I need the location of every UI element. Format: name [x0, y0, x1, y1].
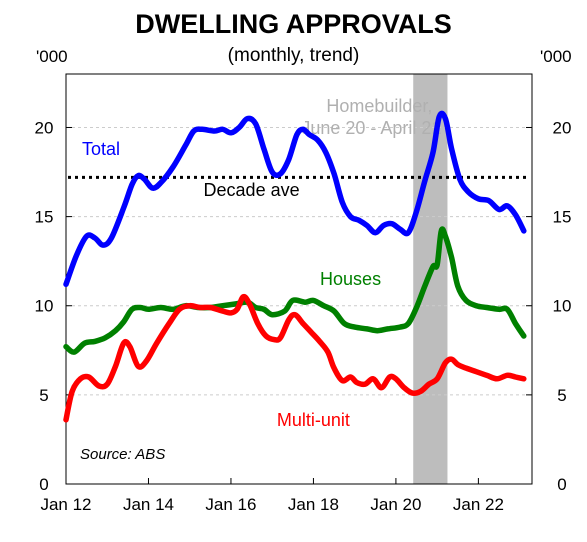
left-tick-label-15: 15 [35, 208, 54, 227]
left-tick-label-0: 0 [39, 475, 48, 494]
right-tick-label-5: 5 [557, 386, 566, 405]
series-label-total: Total [82, 139, 120, 159]
right-tick-label-20: 20 [553, 118, 572, 137]
left-axis-unit: '000 [36, 47, 68, 66]
chart-title: DWELLING APPROVALS [135, 9, 452, 39]
x-tick-label-3: Jan 18 [288, 495, 339, 514]
series-label-houses: Houses [320, 269, 381, 289]
left-tick-label-10: 10 [35, 297, 54, 316]
series-label-multi-unit: Multi-unit [277, 410, 350, 430]
source-note: Source: ABS [80, 446, 165, 463]
left-tick-label-20: 20 [35, 118, 54, 137]
homebuilder-label-line2: June 20 - April 21 [301, 118, 441, 138]
x-tick-label-2: Jan 16 [205, 495, 256, 514]
series-line-total [63, 110, 527, 288]
right-tick-label-10: 10 [553, 297, 572, 316]
x-tick-label-1: Jan 14 [123, 495, 174, 514]
left-tick-label-5: 5 [39, 386, 48, 405]
x-tick-label-4: Jan 20 [370, 495, 421, 514]
series-line-multi-unit [63, 293, 527, 423]
chart-subtitle: (monthly, trend) [228, 45, 360, 66]
series-line-houses [63, 226, 527, 355]
decade-average-label: Decade ave [204, 180, 300, 200]
homebuilder-label-line1: Homebuilder, [326, 96, 432, 116]
x-tick-label-5: Jan 22 [453, 495, 504, 514]
right-axis-unit: '000 [540, 47, 572, 66]
right-tick-label-0: 0 [557, 475, 566, 494]
right-tick-label-15: 15 [553, 208, 572, 227]
x-tick-label-0: Jan 12 [40, 495, 91, 514]
